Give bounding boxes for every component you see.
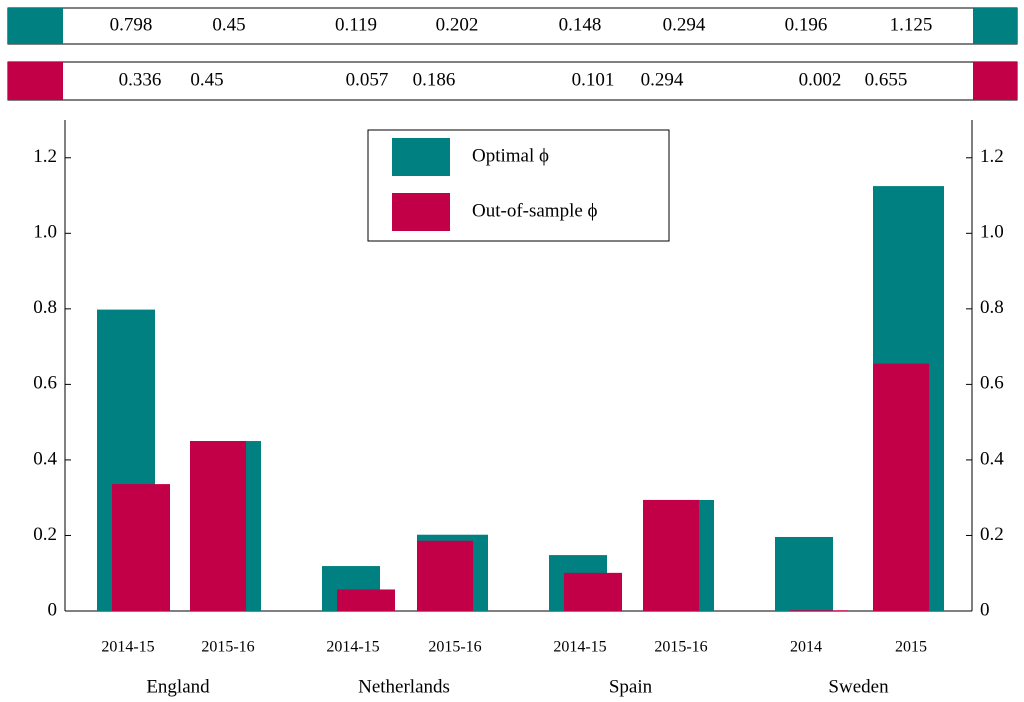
legend-swatch (392, 138, 450, 176)
y2-tick-label: 1.2 (980, 146, 1004, 167)
group-label: Sweden (828, 676, 889, 697)
x-tick-label: 2015 (895, 639, 927, 656)
x-tick-label: 2014-15 (101, 639, 154, 656)
series-swatch (8, 62, 63, 100)
table-value: 0.45 (212, 14, 245, 35)
group-label: England (146, 676, 210, 697)
group-label: Spain (609, 676, 653, 697)
y2-tick-label: 0.6 (980, 373, 1004, 394)
legend-label: Optimal ϕ (472, 145, 549, 166)
y-tick-label: 0.8 (33, 297, 57, 318)
group-label: Netherlands (358, 676, 450, 697)
y-tick-label: 1.2 (33, 146, 57, 167)
y2-tick-label: 1.0 (980, 222, 1004, 243)
y2-tick-label: 0 (980, 599, 990, 620)
y2-tick-label: 0.4 (980, 448, 1004, 469)
x-tick-label: 2015-16 (654, 639, 707, 656)
x-tick-label: 2014-15 (553, 639, 606, 656)
x-tick-label: 2014 (790, 639, 822, 656)
bar (790, 610, 848, 611)
table-value: 0.196 (785, 14, 828, 35)
table-value: 0.186 (413, 69, 456, 90)
table-value: 0.119 (335, 14, 377, 35)
table-value: 0.294 (663, 14, 706, 35)
table-row-frame (7, 7, 1018, 45)
y2-tick-label: 0.2 (980, 524, 1004, 545)
bar (564, 572, 622, 611)
bar (417, 540, 473, 611)
series-swatch (8, 8, 63, 44)
bar (873, 363, 929, 611)
bar (190, 441, 246, 611)
table-value: 0.45 (190, 69, 223, 90)
y-tick-label: 0 (48, 599, 58, 620)
legend-swatch (392, 193, 450, 231)
x-tick-label: 2015-16 (428, 639, 481, 656)
series-swatch (973, 8, 1017, 44)
x-tick-label: 2014-15 (326, 639, 379, 656)
bar (775, 536, 833, 611)
table-value: 0.202 (436, 14, 479, 35)
y-tick-label: 1.0 (33, 222, 57, 243)
y2-tick-label: 0.8 (980, 297, 1004, 318)
y-tick-label: 0.2 (33, 524, 57, 545)
y-tick-label: 0.4 (33, 448, 57, 469)
table-value: 0.655 (865, 69, 908, 90)
series-swatch (973, 62, 1017, 100)
bar (112, 484, 170, 611)
bar (337, 589, 395, 611)
y-tick-label: 0.6 (33, 373, 57, 394)
table-value: 1.125 (890, 14, 933, 35)
table-value: 0.002 (799, 69, 842, 90)
legend-label: Out-of-sample ϕ (472, 200, 598, 221)
bar (643, 499, 699, 611)
table-value: 0.294 (641, 69, 684, 90)
table-value: 0.101 (572, 69, 615, 90)
table-value: 0.148 (559, 14, 602, 35)
table-value: 0.798 (110, 14, 153, 35)
table-value: 0.057 (346, 69, 389, 90)
table-value: 0.336 (119, 69, 162, 90)
x-tick-label: 2015-16 (201, 639, 254, 656)
